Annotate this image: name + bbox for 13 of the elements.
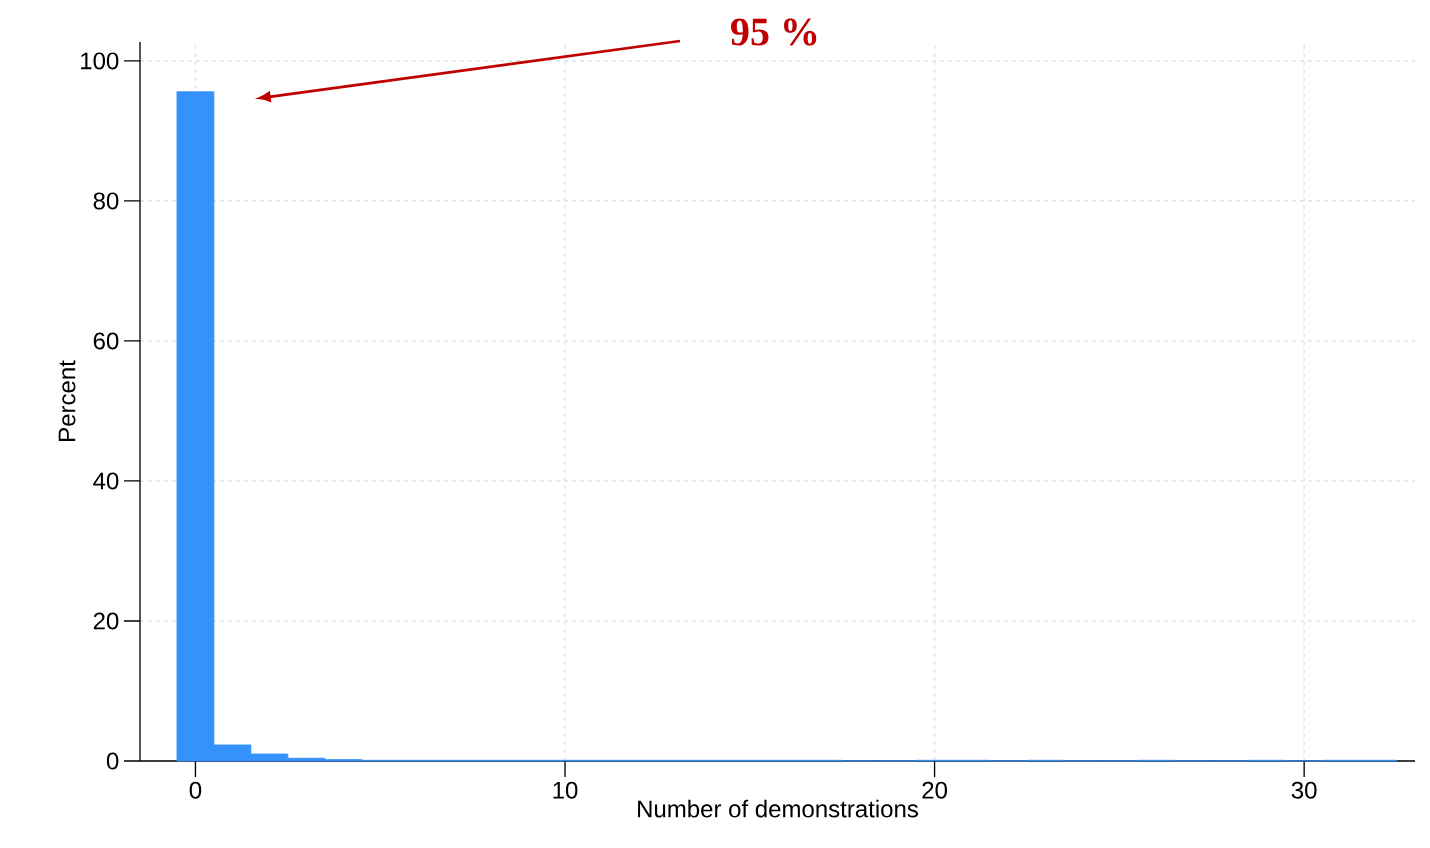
- x-tick-label: 30: [1291, 781, 1317, 799]
- y-tick-label: 80: [93, 192, 119, 210]
- y-tick-label: 40: [93, 472, 119, 490]
- x-tick-label: 0: [189, 781, 202, 799]
- x-tick-label: 10: [553, 781, 578, 799]
- y-axis-title: Percent: [58, 360, 76, 441]
- y-tick-label: 60: [93, 332, 119, 350]
- y-tick-label: 0: [106, 752, 119, 770]
- y-tick-label: 100: [81, 52, 119, 70]
- x-tick-label: 20: [922, 781, 947, 799]
- y-tick-label: 20: [93, 612, 119, 630]
- annotation: 95 %: [731, 18, 817, 46]
- x-axis-title: Number of demonstrations: [638, 799, 918, 818]
